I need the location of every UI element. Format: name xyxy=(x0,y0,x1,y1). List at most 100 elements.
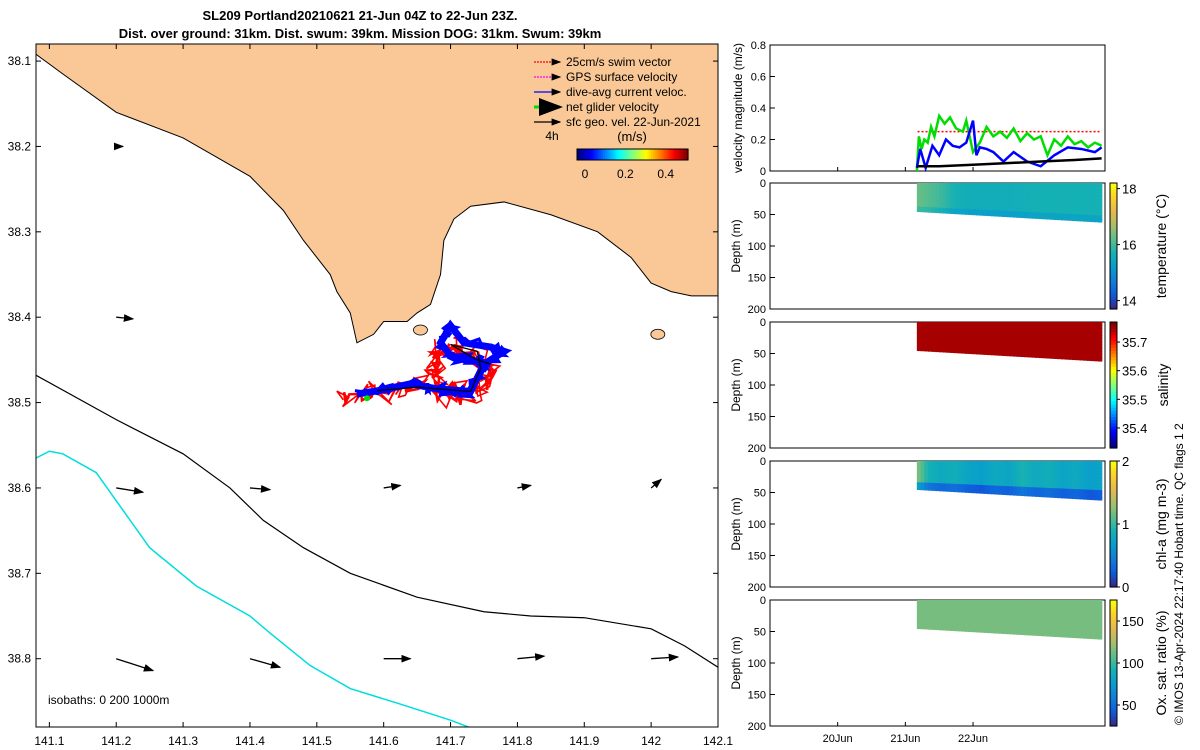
depth-data-cell xyxy=(1016,208,1022,213)
depth-data-cell xyxy=(1031,333,1036,338)
depth-data-cell xyxy=(1046,605,1051,610)
depth-data-cell xyxy=(1072,343,1077,348)
depth-data-cell xyxy=(1086,211,1092,216)
depth-data-cell xyxy=(1016,214,1022,218)
depth-data-cell xyxy=(1075,492,1081,497)
depth-data-cell xyxy=(1046,322,1051,326)
depth-data-cell xyxy=(953,610,959,614)
depth-data-cell xyxy=(950,478,955,482)
depth-data-cell xyxy=(968,610,973,614)
depth-data-cell xyxy=(953,324,959,328)
depth-data-cell xyxy=(1024,197,1029,201)
depth-data-cell xyxy=(927,485,933,489)
depth-data-cell xyxy=(1072,322,1077,326)
depth-data-cell xyxy=(1046,351,1051,356)
depth-data-cell xyxy=(1042,327,1047,332)
depth-colorbar-cell xyxy=(1110,634,1117,639)
depth-data-cell xyxy=(927,336,933,340)
depth-data-cell xyxy=(920,348,925,352)
depth-data-cell xyxy=(1016,188,1022,193)
depth-data-cell xyxy=(1049,609,1055,613)
depth-data-cell xyxy=(1024,489,1029,494)
depth-data-cell xyxy=(942,468,948,472)
depth-data-cell xyxy=(983,188,988,192)
map-colorbar-cell xyxy=(589,149,593,160)
depth-data-cell xyxy=(998,188,1003,192)
depth-data-cell xyxy=(939,470,944,475)
depth-data-cell xyxy=(1068,495,1073,499)
depth-data-cell xyxy=(1094,192,1099,197)
depth-data-cell xyxy=(1057,192,1062,196)
depth-data-cell xyxy=(1053,334,1058,338)
depth-data-cell xyxy=(979,482,985,486)
depth-data-cell xyxy=(1042,484,1047,489)
depth-data-cell xyxy=(946,615,951,619)
depth-data-cell xyxy=(950,622,955,626)
depth-data-cell xyxy=(916,194,922,198)
depth-data-cell xyxy=(953,329,959,333)
depth-colorbar-cell xyxy=(1110,675,1117,680)
depth-data-cell xyxy=(994,352,999,356)
depth-colorbar-cell xyxy=(1110,211,1117,216)
depth-data-cell xyxy=(1009,483,1014,487)
depth-data-cell xyxy=(953,615,959,619)
depth-data-cell xyxy=(964,185,970,189)
depth-colorbar-tick-label: 35.6 xyxy=(1122,364,1147,379)
depth-data-cell xyxy=(1049,470,1055,474)
depth-data-cell xyxy=(1064,609,1070,614)
depth-data-cell xyxy=(1079,625,1084,630)
map-colorbar-cell xyxy=(663,149,667,160)
depth-data-cell xyxy=(1035,322,1040,326)
depth-data-cell xyxy=(1094,205,1099,210)
depth-data-cell xyxy=(920,190,925,194)
depth-data-cell xyxy=(916,625,922,630)
depth-data-cell xyxy=(950,327,955,331)
legend-label: dive-avg current veloc. xyxy=(566,85,687,99)
depth-data-cell xyxy=(957,463,962,467)
depth-data-cell xyxy=(1094,470,1099,475)
depth-data-cell xyxy=(935,202,940,206)
depth-data-cell xyxy=(979,337,985,342)
depth-data-cell xyxy=(1005,622,1010,626)
depth-data-cell xyxy=(939,331,944,336)
depth-data-cell xyxy=(1009,622,1014,626)
depth-data-cell xyxy=(1027,197,1033,202)
depth-data-cell xyxy=(927,612,933,616)
depth-data-cell xyxy=(1031,620,1036,625)
depth-data-cell xyxy=(1038,336,1044,341)
depth-data-cell xyxy=(1042,461,1047,465)
depth-data-cell xyxy=(924,183,929,187)
depth-data-cell xyxy=(1038,475,1044,480)
depth-data-cell xyxy=(927,329,933,333)
depth-colorbar-cell xyxy=(1110,242,1117,247)
depth-data-cell xyxy=(1009,336,1014,340)
depth-data-cell xyxy=(1090,218,1095,223)
depth-data-cell xyxy=(1079,609,1084,614)
depth-data-cell xyxy=(1049,343,1055,347)
depth-data-cell xyxy=(1038,327,1044,332)
depth-data-cell xyxy=(920,326,925,330)
depth-data-cell xyxy=(1072,600,1077,604)
depth-data-cell xyxy=(983,348,988,353)
depth-data-cell xyxy=(994,213,999,217)
depth-colorbar-cell xyxy=(1110,666,1117,670)
depth-data-cell xyxy=(1083,198,1088,203)
depth-data-cell xyxy=(968,190,973,195)
depth-data-cell xyxy=(1005,480,1010,485)
depth-data-cell xyxy=(946,210,951,214)
depth-data-cell xyxy=(1001,330,1007,334)
depth-data-cell xyxy=(1024,208,1029,213)
depth-data-cell xyxy=(961,486,966,491)
depth-data-cell xyxy=(946,620,951,624)
depth-data-cell xyxy=(1086,334,1092,339)
depth-data-cell xyxy=(964,607,970,612)
depth-colorbar-tick-label: 16 xyxy=(1122,238,1136,253)
depth-data-cell xyxy=(920,461,925,465)
depth-data-cell xyxy=(1035,626,1040,631)
depth-data-cell xyxy=(942,190,948,194)
depth-colorbar-cell xyxy=(1110,249,1117,253)
depth-data-cell xyxy=(953,198,959,202)
depth-data-cell xyxy=(1068,603,1073,607)
depth-data-cell xyxy=(975,351,981,355)
depth-data-cell xyxy=(1094,600,1099,604)
